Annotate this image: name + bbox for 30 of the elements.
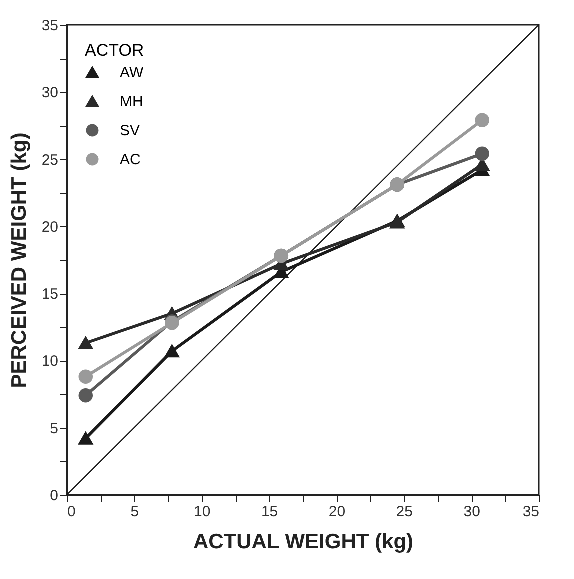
- y-tick-label: 30: [42, 84, 58, 102]
- point: [78, 336, 94, 350]
- legend-label: AW: [120, 64, 144, 82]
- y-tick-label: 0: [50, 488, 58, 504]
- y-tick-label: 35: [42, 18, 58, 34]
- legend-label: MH: [120, 94, 144, 110]
- x-tick-label: 30: [464, 504, 480, 520]
- legend-label: SV: [120, 122, 140, 140]
- point: [78, 388, 94, 403]
- x-tick-label: 15: [261, 504, 278, 520]
- x-tick-label: 0: [68, 504, 76, 520]
- y-tick-label: 15: [42, 286, 58, 304]
- point: [475, 113, 490, 128]
- point: [78, 370, 94, 384]
- x-tick-label: 25: [396, 504, 413, 520]
- y-tick-label: 10: [42, 353, 58, 370]
- y-tick-label: 5: [50, 420, 58, 438]
- point: [78, 432, 94, 445]
- x-tick-label: 10: [194, 504, 211, 520]
- point: [165, 345, 180, 358]
- legend-label: AC: [120, 152, 142, 168]
- legend-title: ACTOR: [85, 41, 144, 60]
- y-tick-label: 25: [42, 152, 58, 169]
- y-axis-title: PERCEIVED WEIGHT (kg): [8, 132, 31, 388]
- x-axis-title: ACTUAL WEIGHT (kg): [193, 530, 414, 554]
- point: [475, 146, 490, 162]
- x-tick-label: 20: [328, 504, 346, 520]
- x-tick-label: 35: [522, 504, 540, 520]
- x-tick-label: 5: [130, 504, 140, 520]
- y-tick-label: 20: [42, 218, 58, 236]
